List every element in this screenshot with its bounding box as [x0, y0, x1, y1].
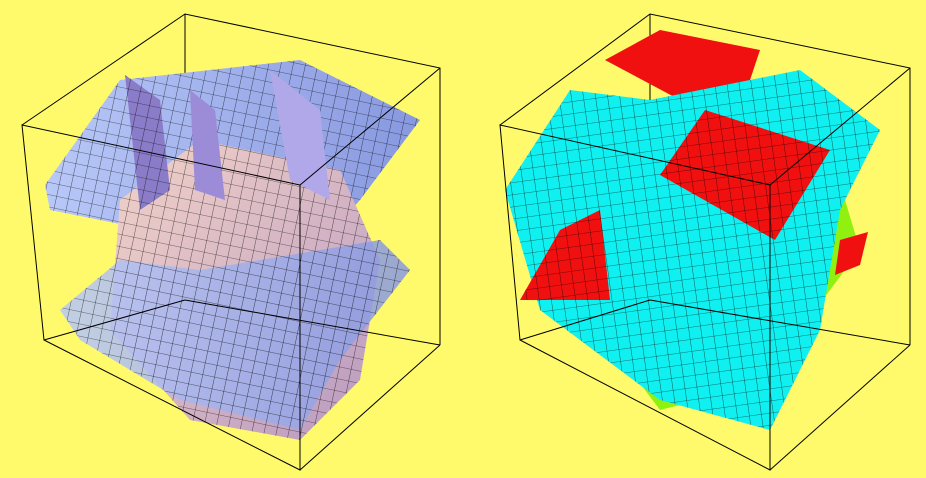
left-3d-plot [21, 13, 441, 471]
right-right-red-strip [835, 232, 868, 275]
left-fin-2 [190, 90, 225, 200]
left-fin-3 [270, 70, 330, 200]
left-fin-mesh [125, 75, 170, 210]
left-lower-sheet-mesh [60, 240, 410, 430]
right-box-front-edges [499, 67, 911, 471]
right-center-red-square-mesh [660, 110, 830, 240]
left-box-front-edges [21, 67, 441, 471]
right-left-red-surface-mesh [520, 210, 610, 300]
right-3d-plot [499, 13, 911, 471]
